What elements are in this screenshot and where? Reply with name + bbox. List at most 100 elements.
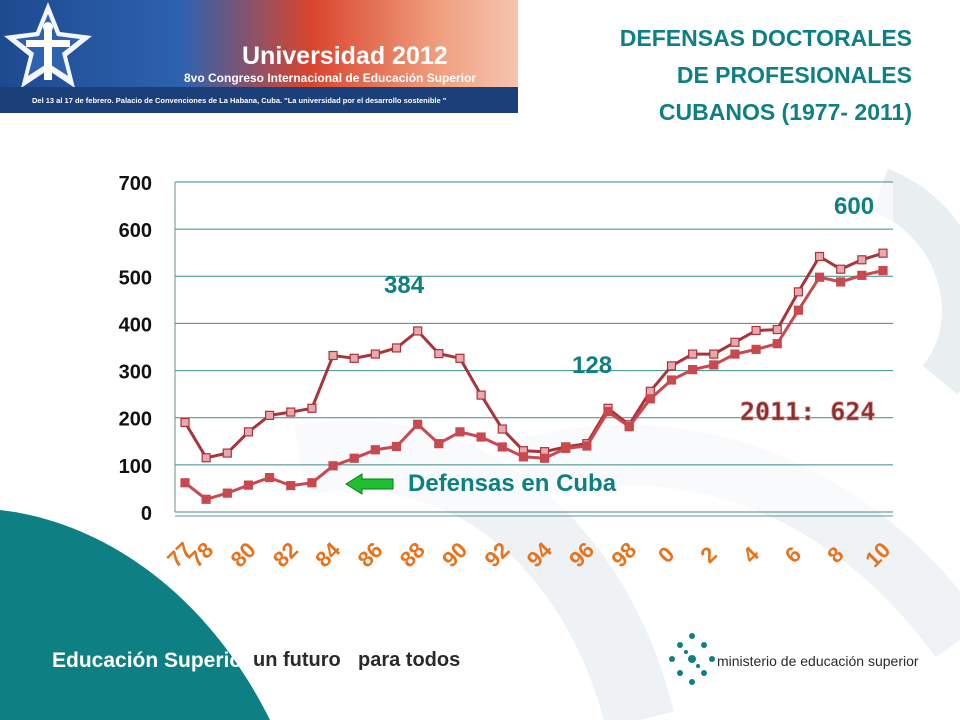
data-point	[518, 452, 529, 462]
data-point	[328, 350, 338, 361]
banner-subtitle: 8vo Congreso Internacional de Educación …	[184, 71, 477, 85]
data-point	[243, 427, 254, 437]
data-point	[201, 494, 211, 504]
x-tick-label: 0	[653, 542, 679, 568]
annotation-total-2011: 2011: 624	[740, 397, 875, 426]
x-tick-label: 98	[606, 537, 641, 572]
data-point	[645, 386, 655, 396]
footer-teal-shape	[0, 510, 270, 720]
data-point	[180, 478, 190, 488]
data-point	[666, 375, 677, 385]
y-axis-ticks: 0 100 200 300 400 500 600 700	[119, 173, 152, 525]
data-point	[582, 441, 592, 451]
data-point	[772, 324, 782, 335]
footer-slogan-part1: un futuro	[253, 649, 341, 671]
data-point	[222, 488, 232, 498]
legend-label-cuba: Defensas en Cuba	[408, 470, 617, 497]
data-point	[730, 349, 740, 359]
data-point	[836, 277, 846, 287]
data-point	[793, 305, 803, 315]
x-tick-label: 84	[310, 537, 346, 573]
data-point	[180, 417, 190, 428]
slide-title: DEFENSAS DOCTORALES DE PROFESIONALES CUB…	[492, 20, 912, 131]
y-tick-label: 200	[119, 409, 152, 431]
data-point	[328, 461, 338, 471]
y-tick-label: 0	[141, 503, 152, 525]
data-point	[349, 453, 359, 463]
data-point	[370, 445, 380, 455]
data-point	[645, 394, 655, 404]
data-point	[286, 481, 296, 491]
x-tick-label: 2	[695, 542, 721, 568]
annotation-384: 384	[384, 272, 425, 299]
series-total-line	[183, 251, 884, 460]
green-arrow-icon	[345, 473, 394, 495]
data-point	[391, 343, 402, 353]
title-line-3: CUBANOS (1977- 2011)	[658, 99, 912, 125]
chart-series	[180, 248, 888, 504]
data-point	[603, 406, 613, 417]
data-point	[814, 251, 825, 262]
x-tick-label: 90	[437, 537, 472, 572]
banner-band	[0, 87, 518, 113]
chart-grid	[174, 181, 893, 517]
banner-title: Universidad 2012	[242, 42, 448, 70]
data-point	[265, 472, 275, 483]
x-tick-label: 78	[183, 537, 218, 572]
plot-area	[175, 182, 893, 512]
data-point	[476, 390, 486, 400]
data-point	[349, 353, 359, 363]
y-tick-label: 400	[119, 314, 152, 336]
data-point	[455, 353, 465, 363]
data-point	[878, 266, 888, 276]
y-tick-label: 100	[119, 456, 152, 478]
ministry-name: ministerio de educación superior	[717, 653, 919, 669]
data-point	[857, 255, 867, 265]
data-point	[286, 407, 296, 417]
annotation-600: 600	[834, 193, 874, 220]
data-point	[413, 326, 423, 336]
data-point	[370, 349, 380, 359]
data-point	[751, 344, 761, 354]
x-tick-label: 86	[353, 537, 388, 572]
x-tick-label: 82	[268, 537, 303, 572]
data-point	[836, 264, 846, 274]
data-point	[666, 361, 677, 371]
series-cuba-line	[184, 269, 884, 501]
data-point	[201, 453, 211, 463]
title-line-2: DE PROFESIONALES	[676, 62, 912, 88]
ministry-logo-icon	[669, 633, 715, 685]
footer-brand: Educación Superior	[52, 649, 251, 672]
data-point	[476, 432, 486, 442]
data-point	[688, 365, 698, 375]
data-point	[878, 248, 888, 258]
data-point	[561, 443, 571, 453]
x-tick-label: 4	[738, 541, 765, 568]
x-tick-label: 88	[395, 537, 430, 572]
banner-footer: Del 13 al 17 de febrero. Palacio de Conv…	[32, 96, 447, 105]
data-point	[307, 478, 317, 488]
data-point	[772, 339, 782, 349]
data-point	[265, 410, 275, 420]
data-point	[814, 272, 825, 282]
series-cuba	[180, 266, 888, 504]
data-point	[751, 325, 761, 336]
title-line-1: DEFENSAS DOCTORALES	[619, 25, 912, 51]
y-tick-label: 700	[119, 173, 152, 195]
congress-banner: Universidad 2012 8vo Congreso Internacio…	[0, 0, 518, 113]
data-point	[434, 439, 444, 449]
data-point	[391, 441, 402, 452]
data-point	[688, 349, 698, 359]
data-point	[624, 422, 634, 432]
data-point	[434, 349, 444, 359]
footer-slogan-part2: para todos	[358, 649, 461, 671]
y-tick-label: 500	[119, 267, 152, 289]
data-point	[307, 403, 317, 413]
data-point	[222, 448, 232, 458]
x-tick-label: 6	[780, 542, 806, 568]
data-point	[709, 360, 719, 370]
y-tick-label: 600	[119, 220, 152, 242]
data-point	[539, 453, 550, 463]
data-point	[497, 442, 507, 452]
